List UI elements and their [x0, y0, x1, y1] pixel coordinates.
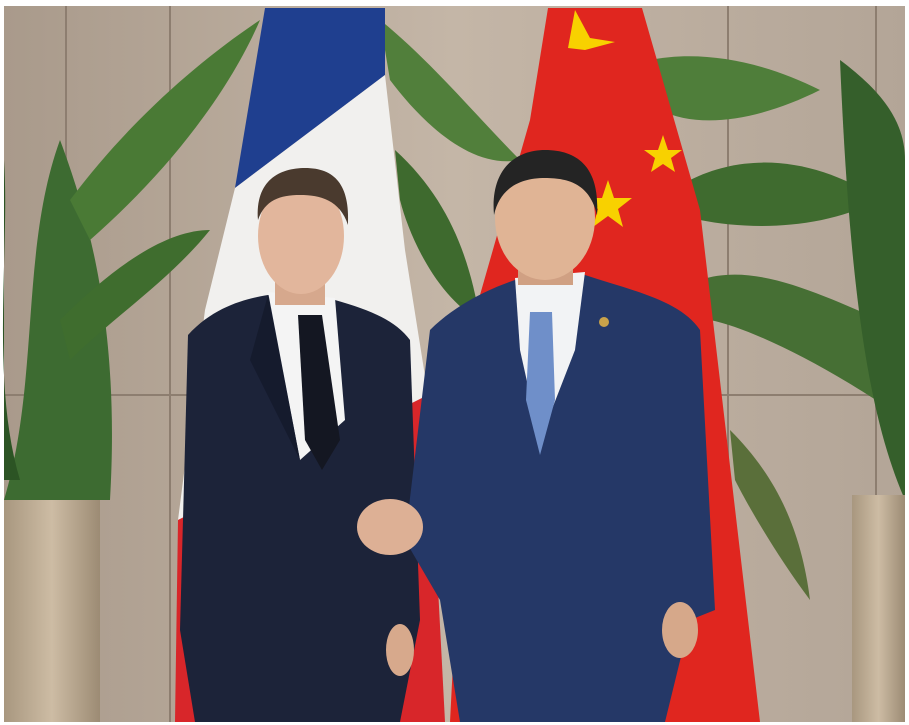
frond	[70, 20, 260, 240]
frond	[60, 230, 210, 360]
hand	[662, 602, 698, 658]
handshake	[357, 499, 423, 555]
person-left	[180, 168, 420, 722]
face	[495, 156, 595, 280]
hand	[386, 624, 414, 676]
frond	[700, 274, 905, 420]
plant-left	[4, 140, 112, 500]
tie	[526, 312, 555, 455]
pot-right	[852, 495, 905, 722]
suit	[405, 275, 715, 722]
scene	[2, 6, 905, 722]
plants	[2, 20, 905, 600]
pin	[599, 317, 609, 327]
hair	[493, 150, 598, 215]
flag-star	[584, 180, 632, 227]
frond	[730, 430, 810, 600]
flag-star	[568, 10, 615, 50]
frond	[380, 20, 520, 162]
flag-blue	[235, 8, 385, 188]
face	[258, 178, 344, 294]
suit	[180, 295, 420, 722]
frond	[395, 150, 480, 320]
plant-right	[840, 60, 905, 500]
flag-star	[644, 135, 682, 172]
frond	[650, 56, 820, 121]
frond	[690, 162, 880, 226]
lapel	[250, 295, 300, 460]
tie	[298, 315, 340, 470]
pot-left	[4, 500, 100, 722]
person-right	[405, 150, 715, 722]
plant-left-back	[2, 160, 20, 480]
hair	[257, 168, 349, 225]
